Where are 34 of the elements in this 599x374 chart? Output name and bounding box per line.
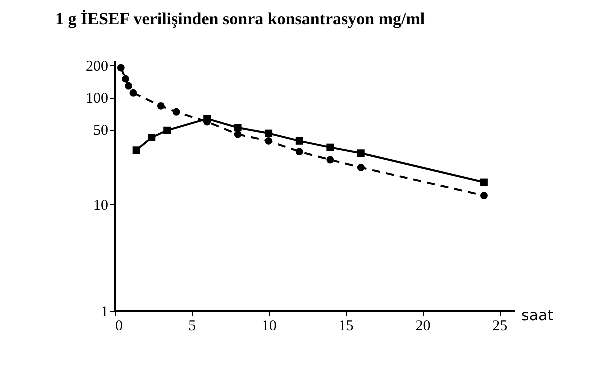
point [157, 102, 165, 110]
x-tick-label: 25 [492, 318, 508, 334]
point [122, 75, 130, 83]
x-tick-label: 0 [116, 318, 123, 334]
y-tick-label: 200 [86, 58, 108, 75]
point [357, 164, 365, 172]
y-tick-label: 100 [86, 91, 108, 108]
x-axis-title: saat [522, 306, 554, 324]
point [265, 137, 273, 145]
x-tick-label: 5 [188, 318, 196, 334]
point [265, 130, 273, 138]
point [125, 82, 133, 90]
y-tick-label: 1 [101, 304, 108, 320]
point [234, 124, 242, 132]
x-tick-label: 15 [338, 318, 354, 334]
point [172, 108, 180, 116]
point [326, 156, 334, 164]
point [296, 137, 304, 145]
x-tick-label: 10 [262, 318, 277, 334]
point [234, 130, 242, 138]
point [130, 89, 138, 97]
point [148, 134, 156, 142]
point [480, 178, 488, 186]
y-tick-label: 50 [94, 123, 108, 140]
point [480, 192, 488, 200]
point [326, 144, 334, 152]
point [296, 148, 304, 156]
point [164, 126, 172, 134]
point [117, 64, 125, 72]
point [132, 146, 140, 154]
y-tick-label: 10 [94, 198, 108, 214]
x-tick-label: 20 [416, 318, 431, 334]
point [357, 150, 365, 158]
chart-title: 1 g İESEF verilişinden sonra konsantrasyon mg/ml [56, 9, 426, 28]
